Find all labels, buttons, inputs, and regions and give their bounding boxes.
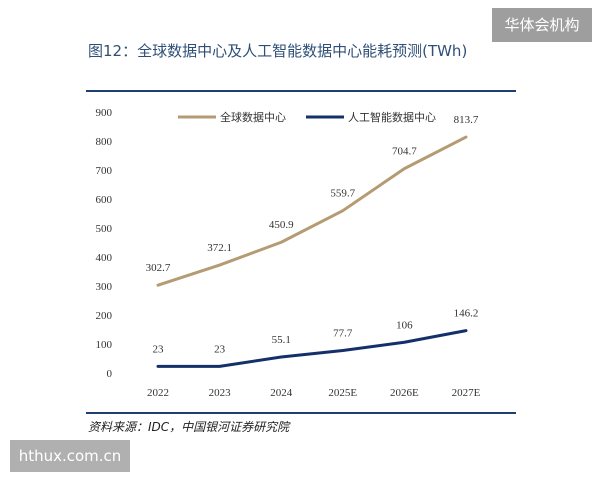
y-tick-label: 100 bbox=[96, 339, 113, 351]
y-tick-label: 700 bbox=[96, 165, 113, 177]
data-label: 704.7 bbox=[392, 146, 417, 158]
y-tick-label: 0 bbox=[107, 368, 113, 380]
x-tick-label: 2026E bbox=[390, 387, 419, 399]
x-tick-label: 2022 bbox=[147, 387, 169, 399]
y-tick-label: 600 bbox=[96, 194, 113, 206]
data-label: 450.9 bbox=[269, 219, 294, 231]
y-tick-label: 400 bbox=[96, 252, 113, 264]
data-label: 559.7 bbox=[330, 188, 355, 200]
data-label: 302.7 bbox=[146, 262, 171, 274]
data-label: 23 bbox=[153, 343, 165, 355]
legend-label: 人工智能数据中心 bbox=[348, 110, 436, 124]
data-label: 23 bbox=[214, 343, 226, 355]
y-tick-label: 300 bbox=[96, 281, 113, 293]
y-tick-label: 200 bbox=[96, 310, 113, 322]
top-divider bbox=[86, 90, 516, 92]
x-tick-label: 2027E bbox=[452, 387, 481, 399]
data-label: 813.7 bbox=[454, 114, 479, 126]
watermark-bottom: hthux.com.cn bbox=[10, 440, 130, 472]
data-label: 146.2 bbox=[454, 308, 479, 320]
bottom-divider bbox=[86, 412, 516, 414]
source-note: 资料来源：IDC，中国银河证券研究院 bbox=[88, 420, 290, 434]
y-tick-label: 900 bbox=[96, 107, 113, 119]
x-tick-label: 2025E bbox=[328, 387, 357, 399]
series-line-1 bbox=[156, 135, 468, 287]
data-label: 77.7 bbox=[333, 327, 353, 339]
legend-label: 全球数据中心 bbox=[220, 110, 286, 124]
x-tick-label: 2024 bbox=[270, 387, 293, 399]
data-label: 372.1 bbox=[207, 242, 232, 254]
watermark-top: 华体会机构 bbox=[492, 8, 592, 42]
y-tick-label: 800 bbox=[96, 136, 113, 148]
chart-title: 图12：全球数据中心及人工智能数据中心能耗预测(TWh) bbox=[88, 42, 468, 60]
data-label: 55.1 bbox=[272, 334, 291, 346]
data-label: 106 bbox=[396, 319, 413, 331]
series-line-2 bbox=[156, 329, 468, 368]
x-tick-label: 2023 bbox=[209, 387, 232, 399]
y-tick-label: 500 bbox=[96, 223, 113, 235]
